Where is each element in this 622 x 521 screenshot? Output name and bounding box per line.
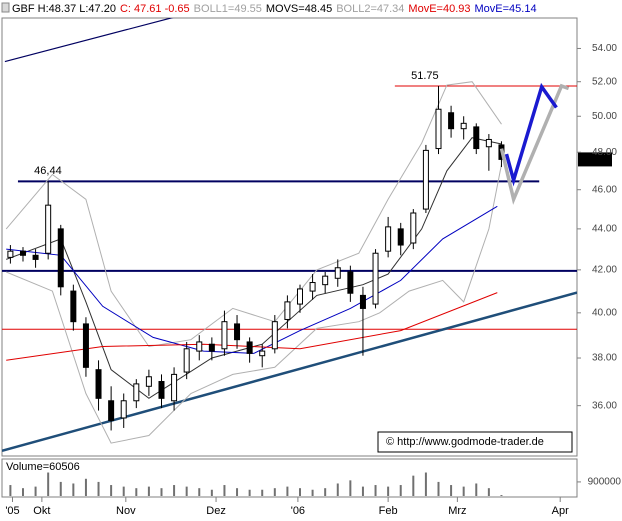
indicator-line	[6, 164, 502, 444]
y-tick-label: 38.00	[592, 353, 617, 364]
candle-body	[95, 369, 102, 399]
level-label: 51.75	[411, 70, 439, 82]
candle-body	[460, 122, 467, 130]
candle-body	[234, 323, 241, 341]
candle-body	[183, 348, 190, 373]
header-item: MovE=40.93	[408, 3, 470, 15]
candle-body	[347, 271, 354, 294]
header-item: MOVS=48.45	[266, 3, 332, 15]
candle-body	[385, 226, 392, 252]
y-tick-label: 40.00	[592, 307, 617, 318]
candle-body	[485, 138, 492, 148]
y-tick-label: 36.00	[592, 400, 617, 411]
candle-body	[422, 149, 429, 210]
header: GBF H:48.37 L:47.20 C: 47.61 -0.65 BOLL1=4…	[12, 3, 537, 15]
x-tick-label: Nov	[116, 505, 136, 517]
candle-body	[410, 212, 417, 244]
candle-body	[45, 204, 52, 254]
projection-arrow	[499, 83, 570, 205]
header-item: BOLL1=49.55	[194, 3, 262, 15]
candle-body	[196, 341, 203, 352]
candle-body	[120, 400, 127, 419]
indicator-line	[6, 205, 498, 354]
x-tick-label: Mrz	[448, 505, 466, 517]
candle-body	[57, 228, 64, 288]
volume-tick-label: 900000	[588, 477, 622, 488]
x-tick-label: Feb	[379, 505, 398, 517]
trend-line	[4, 18, 174, 63]
candle-body	[473, 126, 480, 150]
x-tick-label: '05	[5, 505, 19, 517]
volume-label: Volume=60506	[6, 461, 80, 473]
candle-body	[145, 376, 152, 387]
header-item: BOLL2=47.34	[336, 3, 404, 15]
copyright-box	[377, 431, 573, 453]
last-price-box	[578, 152, 612, 167]
candle-body	[397, 228, 404, 246]
x-tick-label: Dez	[206, 505, 226, 517]
y-tick-label: 48.00	[592, 147, 617, 158]
candle-body	[259, 350, 266, 357]
plot-frame	[1, 17, 578, 457]
header-item: GBF H:48.37 L:47.20	[12, 3, 116, 15]
overlay: 46,44 51.75 47.61 © http://www.godmode-trad…	[34, 70, 612, 453]
candle-body	[221, 321, 228, 350]
x-tick-label: Okt	[33, 505, 50, 517]
x-tick-label: Apr	[552, 505, 569, 517]
candle-body	[309, 282, 316, 292]
candle-body	[271, 321, 278, 350]
x-tick-label: '06	[291, 505, 305, 517]
header-item: C: 47.61 -0.65	[120, 3, 190, 15]
plot	[2, 18, 577, 453]
y-tick-label: 46.00	[592, 184, 617, 195]
candle-body	[448, 112, 455, 130]
candle-body	[19, 250, 26, 256]
volume-frame	[1, 458, 578, 498]
candle-body	[435, 108, 442, 150]
candle-body	[158, 381, 165, 399]
candle-body	[108, 400, 115, 421]
copyright: © http://www.godmode-trader.de	[386, 436, 544, 448]
candle-body	[296, 288, 303, 305]
candle-body	[171, 373, 178, 402]
candle-body	[322, 275, 329, 286]
level-label: 46,44	[34, 165, 62, 177]
candle-body	[7, 250, 14, 258]
y-tick-label: 54.00	[592, 43, 617, 54]
candle-body	[208, 343, 215, 352]
projection-arrow	[504, 82, 558, 187]
candle-body	[359, 294, 366, 309]
last-price-label: 47.61	[581, 153, 609, 165]
trend-line	[2, 291, 577, 453]
icon	[1, 2, 10, 13]
candle-body	[372, 252, 379, 305]
header-item: MovE=45.14	[475, 3, 537, 15]
candle-body	[70, 290, 77, 323]
y-tick-label: 44.00	[592, 224, 617, 235]
y-tick-label: 50.00	[592, 111, 617, 122]
candle-body	[32, 254, 39, 260]
y-tick-label: 52.00	[592, 76, 617, 87]
candle-body	[284, 301, 291, 320]
candle-body	[334, 267, 341, 279]
candle-body	[246, 341, 253, 354]
candle-body	[82, 323, 89, 368]
candle-body	[133, 383, 140, 402]
y-tick-label: 42.00	[592, 264, 617, 275]
